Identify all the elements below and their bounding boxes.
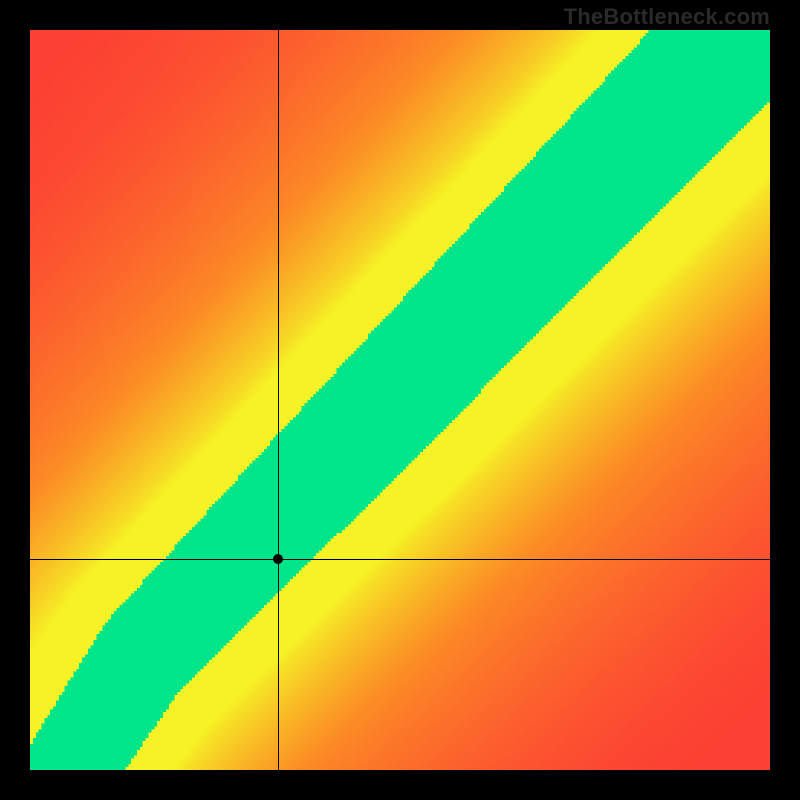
crosshair-vertical — [278, 30, 279, 770]
plot-area — [30, 30, 770, 770]
watermark-text: TheBottleneck.com — [564, 4, 770, 30]
crosshair-marker — [273, 554, 283, 564]
chart-frame: TheBottleneck.com — [0, 0, 800, 800]
crosshair-horizontal — [30, 559, 770, 560]
heatmap-canvas — [30, 30, 770, 770]
